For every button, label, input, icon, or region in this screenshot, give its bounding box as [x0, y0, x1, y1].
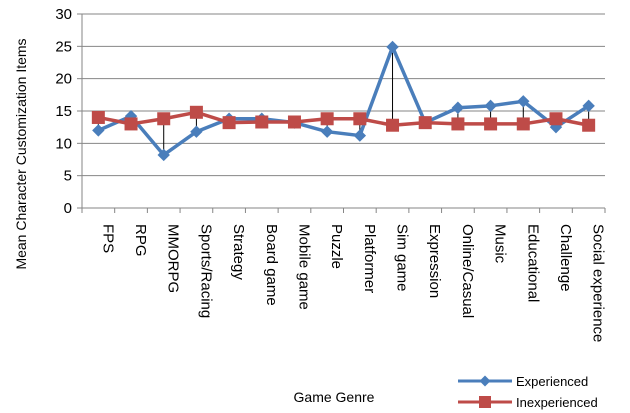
x-tick-label: Sim game — [394, 224, 411, 292]
series-line — [97, 45, 590, 157]
legend: Experienced Inexperienced — [458, 374, 598, 410]
x-tick-label: Strategy — [230, 224, 247, 280]
x-tick-label: Online/Casual — [459, 224, 476, 318]
data-point — [386, 118, 400, 132]
gridlines — [82, 13, 605, 177]
y-tick-label: 20 — [55, 71, 72, 88]
data-point — [91, 110, 105, 124]
data-point — [189, 105, 203, 119]
legend-marker — [479, 396, 491, 408]
legend-label: Experienced — [516, 374, 588, 389]
x-axis-ticks: FPS RPG MMORPG Sports/Racing Strategy Board g… — [81, 208, 607, 342]
data-point — [353, 112, 367, 126]
data-point — [451, 101, 465, 114]
x-tick-label: Platformer — [361, 224, 378, 293]
x-tick-label: Board game — [263, 224, 280, 306]
legend-label: Inexperienced — [516, 395, 598, 410]
x-tick-label: Music — [492, 224, 509, 264]
data-point — [484, 117, 498, 131]
data-point — [255, 115, 269, 129]
data-point — [418, 116, 432, 130]
x-tick-label: RPG — [132, 224, 149, 257]
data-point — [582, 118, 596, 132]
series-line — [98, 110, 589, 127]
data-point — [353, 129, 367, 142]
series-inexperienced — [91, 105, 596, 132]
data-point — [190, 125, 203, 138]
x-tick-label: Puzzle — [328, 224, 345, 269]
data-point — [157, 148, 170, 162]
x-tick-label: Social experience — [590, 224, 607, 342]
x-tick-label: Sports/Racing — [197, 224, 214, 318]
data-point — [157, 112, 171, 126]
data-point — [92, 124, 105, 137]
data-point — [484, 99, 497, 113]
legend-marker — [479, 375, 491, 387]
data-point — [320, 112, 334, 126]
y-axis-title: Mean Character Customization Items — [13, 38, 29, 269]
y-tick-label: 0 — [64, 200, 72, 217]
data-point — [549, 112, 563, 126]
x-tick-label: Mobile game — [295, 224, 312, 310]
y-axis-ticks: 0 5 10 15 20 25 30 — [55, 6, 82, 217]
data-point — [517, 95, 530, 108]
x-tick-label: Expression — [426, 224, 443, 298]
series-experienced — [92, 40, 595, 162]
x-tick-label: Educational — [524, 224, 541, 302]
y-tick-label: 5 — [64, 168, 72, 185]
y-tick-label: 15 — [55, 103, 72, 120]
x-tick-label: FPS — [99, 224, 116, 253]
legend-item-inexperienced: Inexperienced — [458, 395, 598, 410]
x-tick-label: Challenge — [557, 224, 574, 292]
y-tick-label: 30 — [55, 6, 72, 23]
data-point — [287, 115, 301, 129]
data-point — [222, 116, 236, 130]
data-point — [516, 117, 530, 131]
y-tick-label: 25 — [55, 38, 72, 55]
data-point — [124, 117, 138, 131]
legend-item-experienced: Experienced — [458, 374, 588, 389]
x-tick-label: MMORPG — [165, 224, 182, 293]
y-tick-label: 10 — [55, 135, 72, 152]
series-layer — [91, 40, 596, 162]
data-point — [320, 125, 334, 138]
data-point — [386, 40, 399, 54]
x-axis-title: Game Genre — [294, 389, 375, 405]
data-point — [451, 117, 465, 131]
data-point — [582, 99, 595, 113]
